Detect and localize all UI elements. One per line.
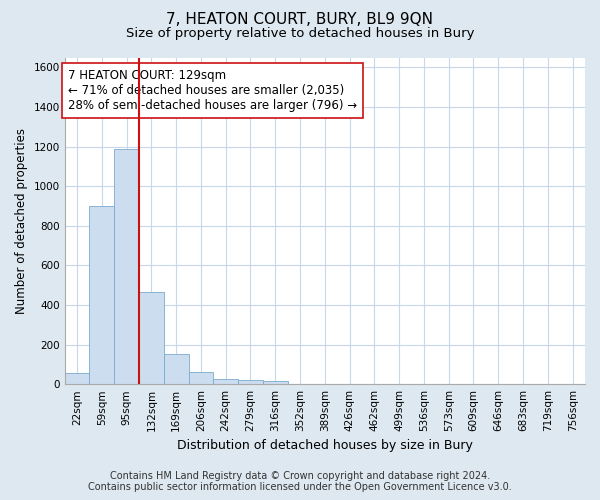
Text: Contains HM Land Registry data © Crown copyright and database right 2024.
Contai: Contains HM Land Registry data © Crown c…: [88, 471, 512, 492]
Bar: [89, 206, 114, 384]
Text: 7, HEATON COURT, BURY, BL9 9QN: 7, HEATON COURT, BURY, BL9 9QN: [167, 12, 433, 28]
Bar: [263, 380, 287, 384]
Bar: [114, 148, 139, 384]
Text: Size of property relative to detached houses in Bury: Size of property relative to detached ho…: [126, 28, 474, 40]
Bar: [65, 374, 89, 384]
Bar: [139, 292, 164, 384]
Bar: [164, 354, 188, 384]
Bar: [214, 378, 238, 384]
Bar: [188, 372, 214, 384]
Y-axis label: Number of detached properties: Number of detached properties: [15, 128, 28, 314]
Bar: [238, 380, 263, 384]
X-axis label: Distribution of detached houses by size in Bury: Distribution of detached houses by size …: [177, 440, 473, 452]
Text: 7 HEATON COURT: 129sqm
← 71% of detached houses are smaller (2,035)
28% of semi-: 7 HEATON COURT: 129sqm ← 71% of detached…: [68, 70, 358, 112]
